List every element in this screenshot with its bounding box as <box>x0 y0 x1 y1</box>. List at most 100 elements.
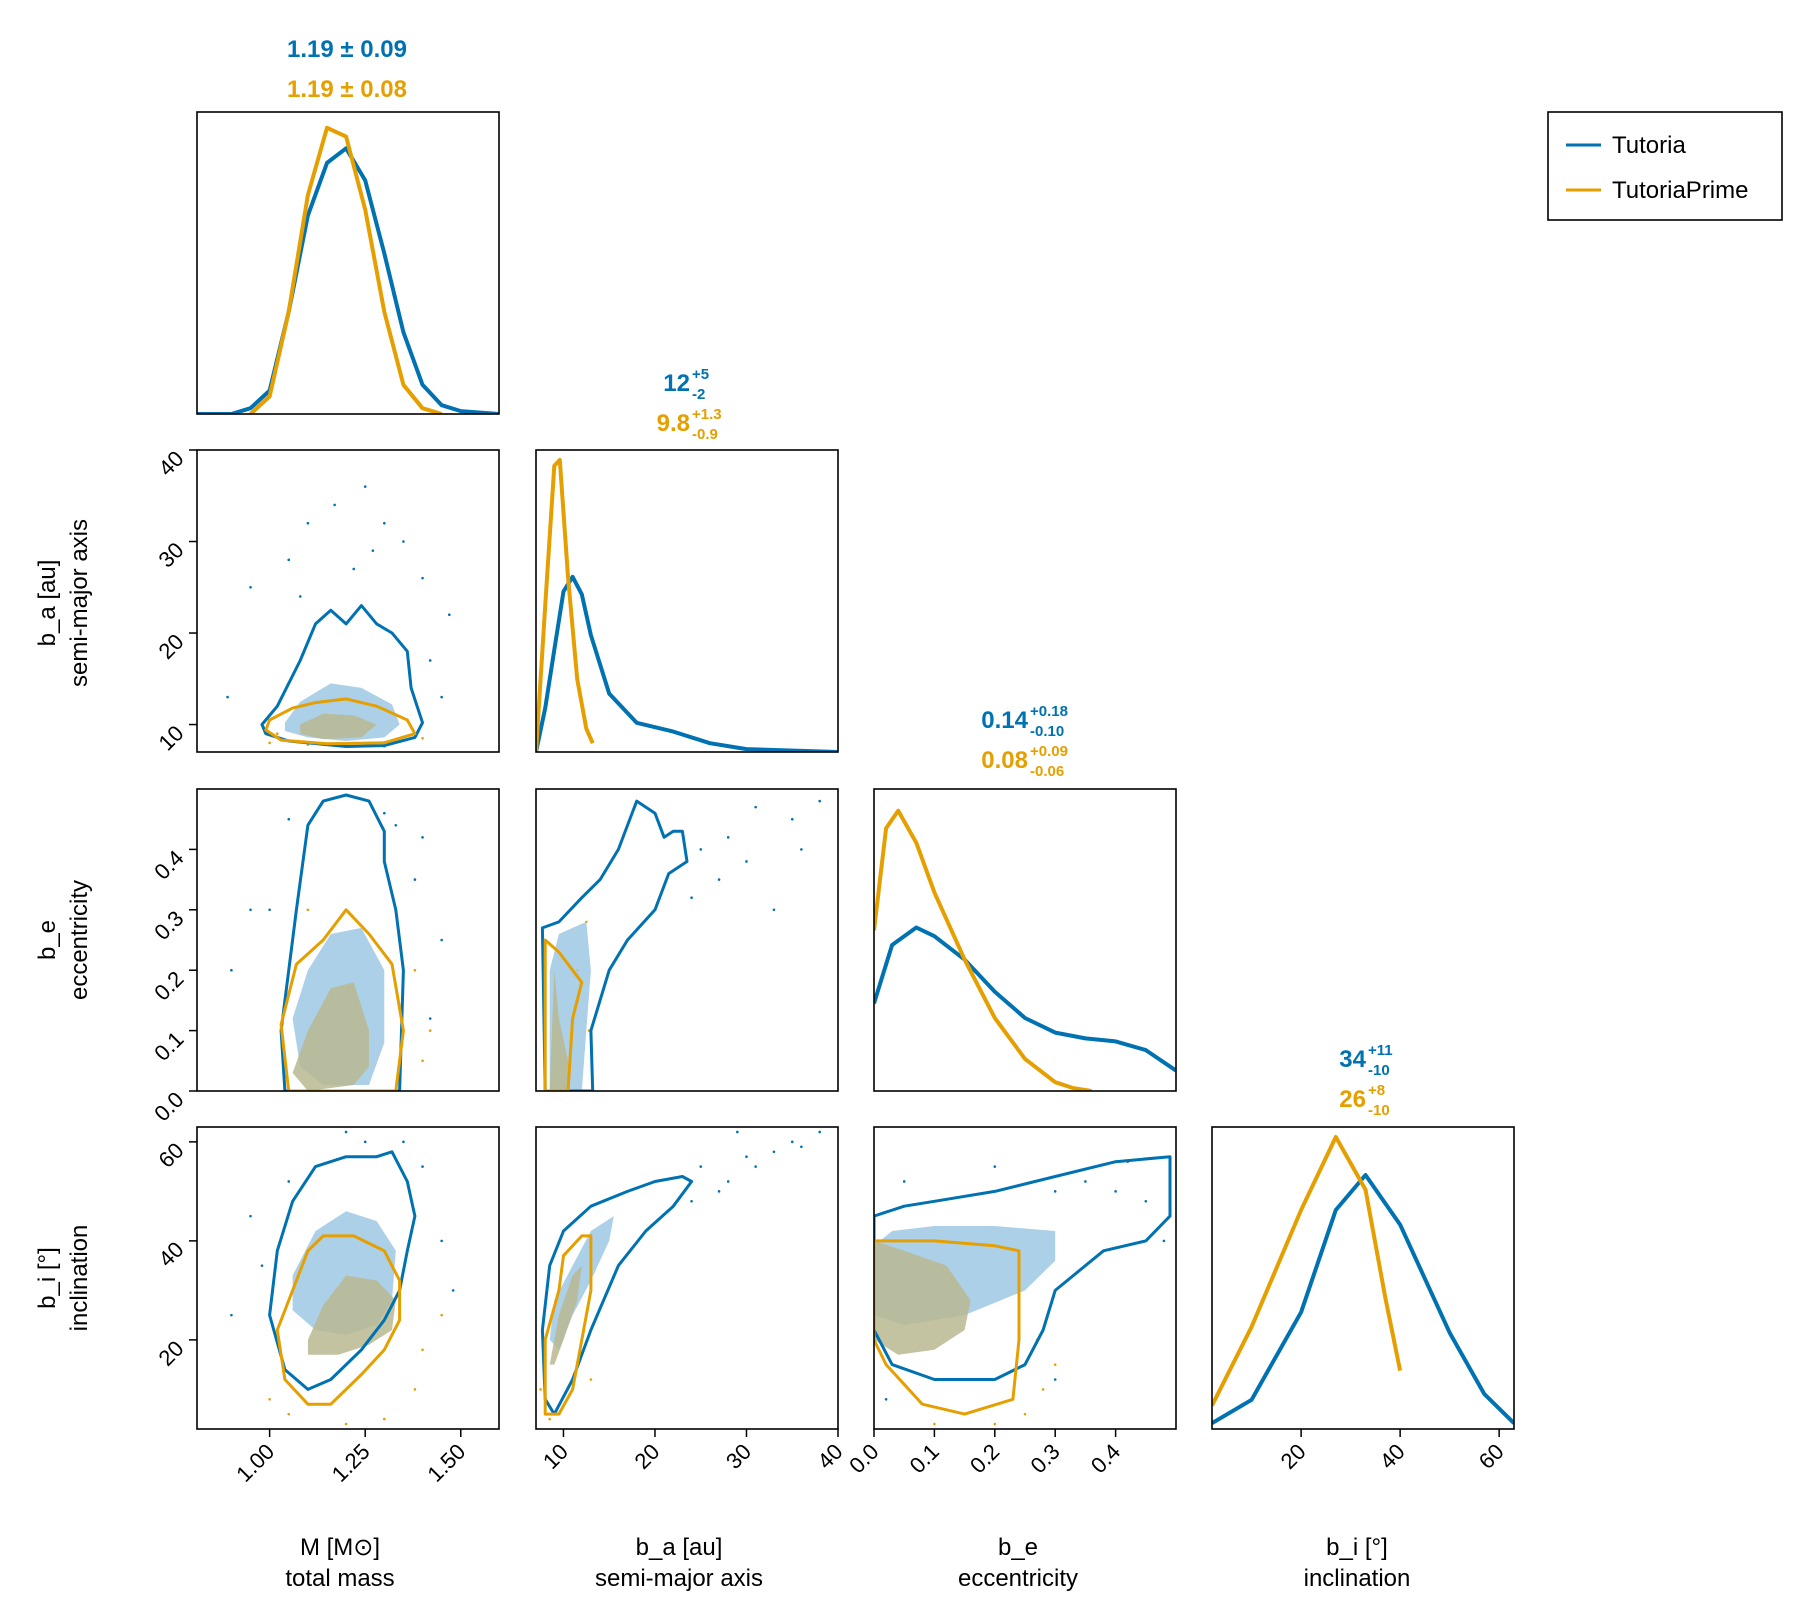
sample-point-tutoria <box>1162 1239 1166 1243</box>
sample-point-tutoriaprime <box>440 1313 443 1317</box>
sample-point-tutoria <box>344 1130 348 1134</box>
panel-M-b_i <box>196 1126 500 1430</box>
density-curve-tutoria <box>1212 1173 1514 1425</box>
x-axis-label-M: M [M⊙] <box>300 1534 380 1561</box>
sample-point-tutoria <box>726 836 730 839</box>
panel-b_a-b_i <box>535 1126 839 1430</box>
sample-point-tutoria <box>268 908 271 912</box>
stat-value: 26 <box>1339 1086 1366 1113</box>
stat-plus: +1.3 <box>692 406 722 423</box>
x-tick-label-M: 1.25 <box>327 1439 375 1487</box>
marginal-stats: 1.19 ± 0.09 1.19 ± 0.08 12 +5 -2 9.8 +1.… <box>287 36 1393 1119</box>
density-fill-tutoriaprime <box>292 982 369 1091</box>
contour-tutoriaprime <box>279 908 405 1091</box>
sample-point-tutoria <box>699 1165 703 1168</box>
axis-labels-left: b_a [au] semi-major axis b_e eccentricit… <box>34 519 93 1331</box>
scatter-panels <box>196 449 1177 1430</box>
marginal-curves <box>197 125 499 414</box>
sample-point-tutoriaprime <box>287 1412 291 1416</box>
panel-frame <box>873 788 1177 1092</box>
marginal-panel-b_a <box>535 449 839 753</box>
panel-frame <box>196 449 500 753</box>
y-axis-label-b_i: b_i [°] <box>34 1247 61 1309</box>
marginal-curves <box>536 458 838 752</box>
sample-point-tutoria <box>699 848 703 851</box>
sample-point-tutoria <box>371 549 375 552</box>
y-tick-label-b_e: 0.4 <box>149 845 188 884</box>
sample-point-tutoria <box>440 1239 443 1243</box>
axis-labels-bottom: M [M⊙] total mass b_a [au] semi-major ax… <box>285 1534 1410 1592</box>
stat-M-tutoriaprime: 1.19 ± 0.08 <box>287 76 407 103</box>
sample-point-tutoria <box>1114 1190 1117 1193</box>
y-axis-desc-b_e: eccentricity <box>66 880 93 1000</box>
y-tick-label-b_a: 30 <box>154 537 189 572</box>
sample-point-tutoria <box>421 1165 424 1168</box>
sample-point-tutoriaprime <box>268 741 271 745</box>
sample-point-tutoria <box>298 595 302 598</box>
sample-point-tutoriaprime <box>344 1422 348 1426</box>
stat-b_e-tutoriaprime: 0.08 +0.09 -0.06 <box>981 743 1068 780</box>
stat-b_i-tutoria: 34 +11 -10 <box>1339 1042 1392 1079</box>
contour-tutoriaprime <box>264 697 417 746</box>
sample-point-tutoria <box>754 1165 757 1168</box>
stat-b_i-tutoriaprime: 26 +8 -10 <box>1339 1082 1389 1119</box>
x-tick-label-b_a: 30 <box>721 1439 756 1474</box>
panel-frame <box>1211 1126 1515 1430</box>
density-curve-tutoriaprime <box>1212 1135 1403 1407</box>
sample-point-tutoria <box>421 836 424 839</box>
x-tick-label-b_i: 60 <box>1474 1439 1509 1474</box>
contour-tutoria <box>540 799 689 1091</box>
stat-b_e-tutoria: 0.14 +0.18 -0.10 <box>981 703 1068 740</box>
y-axis-desc-b_a: semi-major axis <box>66 519 93 687</box>
sample-point-tutoriaprime <box>1041 1388 1045 1391</box>
sample-point-tutoriaprime <box>413 968 417 972</box>
sample-point-tutoria <box>226 695 229 699</box>
marginal-panel-b_i <box>1211 1126 1515 1430</box>
contour-tutoriaprime <box>543 1234 593 1416</box>
marginal-curves <box>1212 1135 1514 1425</box>
sample-point-tutoriaprime <box>421 1348 424 1352</box>
sample-point-tutoria <box>745 860 748 863</box>
sample-point-tutoria <box>402 540 405 543</box>
sample-point-tutoria <box>717 878 721 881</box>
sample-point-tutoria <box>790 817 794 821</box>
panel-content <box>230 793 443 1091</box>
contour-tutoriaprime <box>275 1234 402 1406</box>
stat-plus: +0.18 <box>1030 703 1068 720</box>
sample-point-tutoria <box>287 1180 291 1183</box>
stat-minus: -10 <box>1368 1102 1390 1119</box>
sample-point-tutoriaprime <box>428 1029 432 1032</box>
sample-point-tutoria <box>800 848 803 851</box>
sample-point-tutoriaprime <box>383 1417 386 1421</box>
x-tick-label-b_e: 0.4 <box>1086 1439 1125 1478</box>
sample-point-tutoriaprime <box>539 1388 542 1391</box>
panel-content <box>540 799 821 1091</box>
sample-point-tutoria <box>249 1214 252 1218</box>
sample-point-tutoria <box>448 613 451 617</box>
sample-point-tutoriaprime <box>933 1422 936 1426</box>
stat-value: 12 <box>663 370 690 397</box>
x-axis-label-b_a: b_a [au] <box>636 1534 723 1561</box>
stat-b_a-tutoria: 12 +5 -2 <box>663 366 709 403</box>
density-fill-tutoriaprime <box>549 970 568 1091</box>
stat-b_a-tutoriaprime: 9.8 +1.3 -0.9 <box>657 406 722 443</box>
x-axis-label-b_i: b_i [°] <box>1326 1534 1388 1561</box>
sample-point-tutoria <box>402 1140 405 1144</box>
sample-point-tutoria <box>884 1397 888 1401</box>
sample-point-tutoria <box>352 567 356 571</box>
marginal-panel-M <box>196 111 500 415</box>
sample-point-tutoria <box>306 521 310 525</box>
density-curve-tutoriaprime <box>249 125 443 414</box>
panel-b_e-b_i <box>873 1126 1177 1430</box>
density-fill-tutoriaprime <box>874 1240 971 1355</box>
sample-point-tutoria <box>772 1150 776 1154</box>
panel-frame <box>535 788 839 1092</box>
density-curve-tutoria <box>874 925 1176 1073</box>
density-fill-tutoriaprime <box>300 713 377 740</box>
density-fill-tutoriaprime <box>549 1265 582 1365</box>
y-tick-label-b_e: 0.0 <box>149 1087 188 1126</box>
sample-point-tutoria <box>428 1017 432 1020</box>
x-tick-label-b_i: 40 <box>1375 1439 1410 1474</box>
x-axis-desc-b_a: semi-major axis <box>595 1565 763 1592</box>
stat-value: 0.14 <box>981 707 1028 734</box>
